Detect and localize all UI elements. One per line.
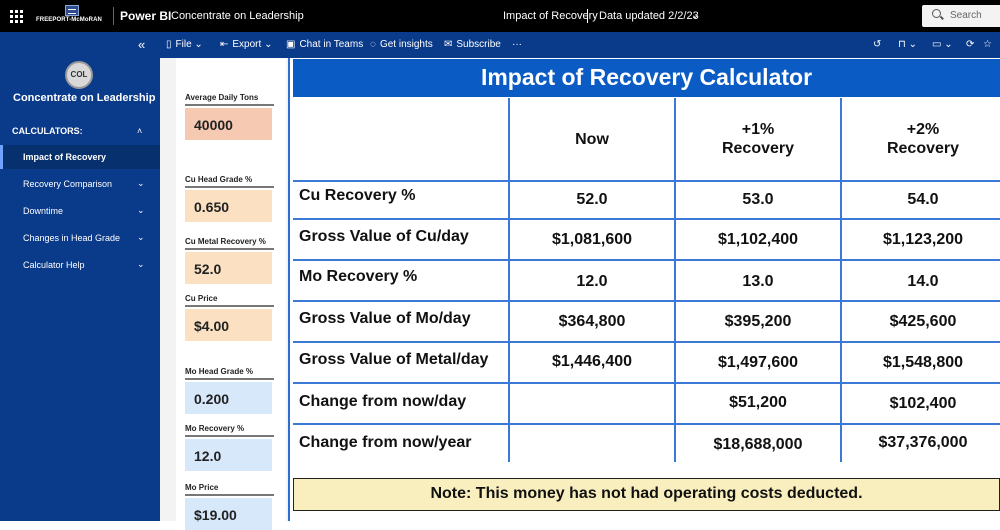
reset-icon[interactable]: ↺	[873, 39, 882, 50]
search-placeholder: Search	[950, 10, 982, 21]
chevron-up-icon[interactable]: ˄	[137, 126, 143, 136]
mo-price-input[interactable]: $19.00	[185, 498, 272, 530]
column-header-plus2: +2% Recovery	[886, 121, 960, 157]
column-header-now: Now	[575, 131, 609, 148]
table-cell: 54.0	[907, 191, 939, 208]
app-launcher-icon[interactable]	[8, 8, 24, 24]
table-cell: $395,200	[724, 313, 792, 330]
file-icon: ▯	[166, 39, 172, 50]
col-badge-icon: COL	[65, 61, 93, 89]
top-bar: FREEPORT-McMoRAN Power BI Concentrate on…	[0, 0, 1000, 32]
table-cell: $1,123,200	[882, 231, 964, 248]
table-cell: $18,688,000	[713, 436, 803, 453]
table-cell: $1,548,800	[882, 354, 964, 371]
action-bar: « ▯ File ⌄ ⇤ Export ⌄ ▣ Chat in Teams ◌ Get …	[0, 32, 1000, 58]
row-label: Cu Recovery %	[299, 187, 416, 204]
table-cell: $102,400	[889, 395, 957, 412]
sidebar: COL Concentrate on Leadership CALCULATOR…	[0, 58, 160, 521]
bookmark-icon[interactable]: ⊓ ⌄	[898, 39, 917, 50]
sidebar-item-downtime[interactable]: Downtime ⌄	[23, 205, 145, 216]
table-cell: 13.0	[742, 273, 774, 290]
table-cell: 12.0	[576, 273, 608, 290]
mo-head-grade-input[interactable]: 0.200	[185, 382, 272, 414]
table-cell: $37,376,000	[878, 434, 968, 451]
export-icon: ⇤	[220, 39, 229, 50]
row-label: Change from now/year	[299, 434, 472, 451]
chevron-down-icon: ⌄	[137, 178, 145, 188]
column-header-plus1: +1% Recovery	[721, 121, 795, 157]
collapse-pane-icon[interactable]: «	[138, 37, 146, 52]
favorite-icon[interactable]: ☆	[983, 39, 992, 50]
cu-head-grade-input[interactable]: 0.650	[185, 190, 272, 222]
sidebar-item-calculator-help[interactable]: Calculator Help ⌄	[23, 259, 145, 270]
divider	[113, 7, 114, 25]
sidebar-item-impact-of-recovery[interactable]: Impact of Recovery	[0, 145, 160, 169]
search-input[interactable]: Search	[922, 5, 1000, 27]
logo-mark-icon	[65, 5, 79, 16]
input-label: Cu Head Grade %	[185, 175, 253, 184]
chevron-down-icon: ⌄	[264, 39, 273, 50]
get-insights-button[interactable]: ◌ Get insights	[370, 39, 433, 50]
chevron-down-icon: ⌄	[137, 205, 145, 215]
company-logo: FREEPORT-McMoRAN	[36, 5, 110, 27]
input-label: Mo Head Grade %	[185, 367, 254, 376]
subscribe-button[interactable]: ✉ Subscribe	[444, 39, 501, 50]
divider	[587, 9, 588, 23]
app-name[interactable]: Power BI	[120, 9, 172, 23]
subscribe-icon: ✉	[444, 39, 453, 50]
chevron-down-icon: ⌄	[137, 232, 145, 242]
sidebar-title: Concentrate on Leadership	[13, 92, 156, 104]
table-cell: 53.0	[742, 191, 774, 208]
mo-recovery-input[interactable]: 12.0	[185, 439, 272, 471]
input-label: Average Daily Tons	[185, 93, 259, 102]
table-cell: $425,600	[889, 313, 957, 330]
note-banner: Note: This money has not had operating c…	[293, 478, 1000, 511]
table-cell: $51,200	[729, 394, 787, 411]
row-label: Gross Value of Mo/day	[299, 310, 471, 327]
chat-in-teams-button[interactable]: ▣ Chat in Teams	[286, 39, 364, 50]
table-cell: 14.0	[907, 273, 939, 290]
file-menu[interactable]: ▯ File ⌄	[166, 39, 203, 50]
input-label: Cu Price	[185, 294, 218, 303]
row-label: Mo Recovery %	[299, 268, 418, 285]
search-icon	[932, 9, 941, 18]
table-cell: $1,446,400	[551, 353, 633, 370]
cu-metal-recovery-input[interactable]: 52.0	[185, 252, 272, 284]
table-cell: $1,102,400	[717, 231, 799, 248]
view-icon[interactable]: ▭ ⌄	[932, 39, 953, 50]
cu-price-input[interactable]: $4.00	[185, 309, 272, 341]
input-label: Mo Price	[185, 483, 219, 492]
table-cell: 52.0	[576, 191, 608, 208]
chevron-down-icon[interactable]: ⌄	[691, 10, 700, 21]
row-label: Change from now/day	[299, 393, 467, 410]
row-label: Gross Value of Cu/day	[299, 228, 469, 245]
page-title: Impact of Recovery	[503, 10, 598, 22]
lightbulb-icon: ◌	[370, 39, 376, 50]
data-updated[interactable]: Data updated 2/2/23	[599, 10, 699, 22]
export-menu[interactable]: ⇤ Export ⌄	[220, 39, 273, 50]
chevron-down-icon: ⌄	[137, 259, 145, 269]
row-label: Gross Value of Metal/day	[299, 351, 489, 368]
sidebar-section-calculators[interactable]: CALCULATORS:	[12, 126, 83, 136]
refresh-icon[interactable]: ⟳	[966, 39, 975, 50]
more-options-button[interactable]: ···	[512, 39, 522, 50]
inputs-panel: Average Daily Tons 40000 Cu Head Grade %…	[176, 58, 286, 530]
teams-icon: ▣	[286, 39, 296, 50]
calculator-title: Impact of Recovery Calculator	[293, 59, 1000, 97]
divider	[288, 58, 290, 521]
input-label: Cu Metal Recovery %	[185, 237, 266, 246]
sidebar-item-recovery-comparison[interactable]: Recovery Comparison ⌄	[23, 178, 145, 189]
report-name[interactable]: Concentrate on Leadership	[171, 10, 304, 22]
logo-text: FREEPORT-McMoRAN	[36, 17, 102, 23]
input-label: Mo Recovery %	[185, 424, 245, 433]
sidebar-item-changes-in-head-grade[interactable]: Changes in Head Grade ⌄	[23, 232, 145, 243]
chevron-down-icon: ⌄	[194, 39, 203, 50]
average-daily-tons-input[interactable]: 40000	[185, 108, 272, 140]
table-cell: $1,497,600	[717, 354, 799, 371]
table-cell: $1,081,600	[551, 231, 633, 248]
table-cell: $364,800	[558, 313, 626, 330]
